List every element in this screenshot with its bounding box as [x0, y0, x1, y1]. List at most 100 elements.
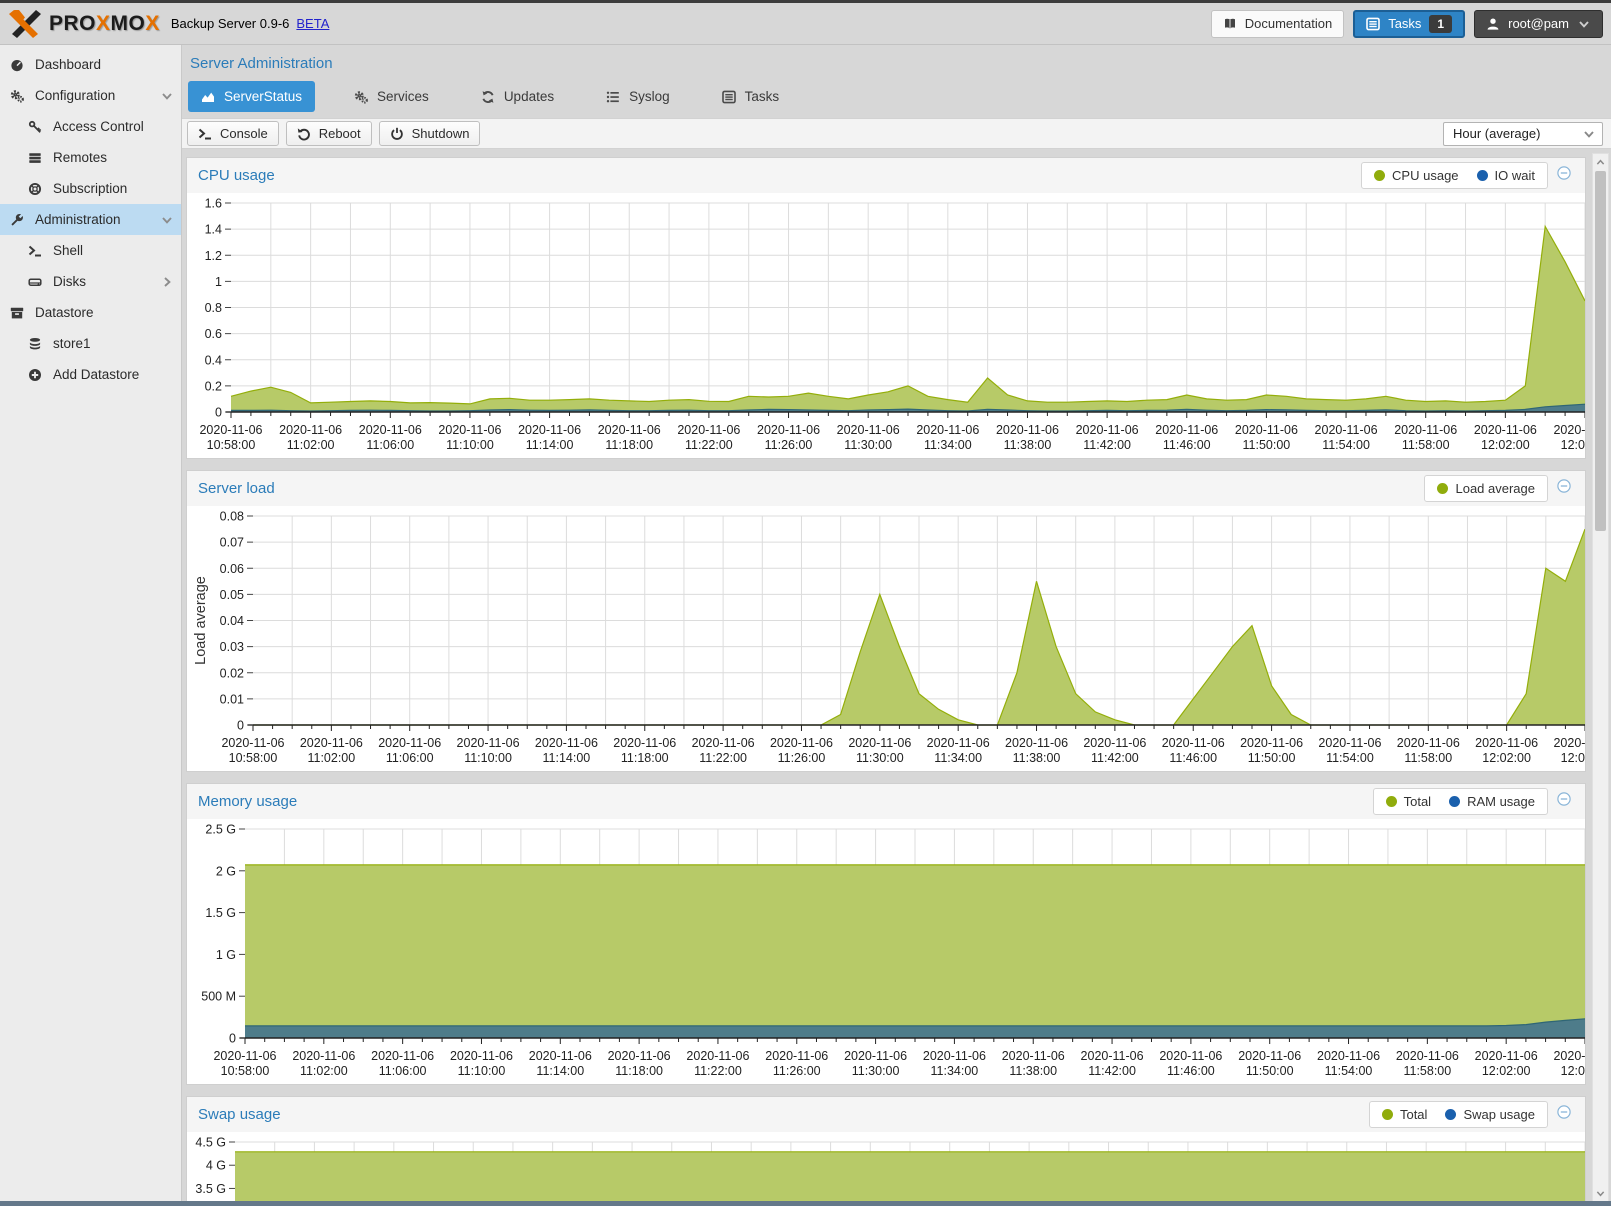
sidebar-item-remotes[interactable]: Remotes [0, 142, 181, 173]
svg-text:2020-11-06: 2020-11-06 [916, 423, 979, 437]
sidebar-item-disks[interactable]: Disks [0, 266, 181, 297]
panel-title: Server load [198, 480, 275, 497]
button-label: Reboot [318, 126, 361, 141]
svg-text:11:58:00: 11:58:00 [1404, 751, 1452, 765]
legend-item-load-average[interactable]: Load average [1437, 481, 1535, 496]
svg-text:3.5 G: 3.5 G [195, 1182, 226, 1196]
user-label: root@pam [1508, 16, 1569, 31]
svg-text:0.03: 0.03 [220, 640, 244, 654]
panel-memory-usage: Memory usage Total RAM usage 0 500 M 1 G 1.5… [186, 783, 1586, 1085]
svg-text:2020-11-06: 2020-11-06 [1553, 423, 1585, 437]
svg-text:2020-11-06: 2020-11-06 [608, 1049, 671, 1063]
svg-text:4.5 G: 4.5 G [195, 1136, 226, 1150]
console-button[interactable]: Console [187, 121, 279, 146]
legend-item-total[interactable]: Total [1381, 1107, 1427, 1122]
svg-text:2020-11-06: 2020-11-06 [300, 736, 363, 750]
svg-text:2020-11-06: 2020-11-06 [1076, 423, 1139, 437]
svg-text:2020-11-06: 2020-11-06 [1005, 736, 1068, 750]
tasks-button[interactable]: Tasks 1 [1353, 9, 1466, 38]
sidebar-item-label: store1 [53, 336, 91, 351]
svg-text:0: 0 [237, 719, 244, 733]
documentation-button[interactable]: Documentation [1210, 9, 1345, 38]
brand-letter: X [96, 11, 111, 35]
sidebar-item-subscription[interactable]: Subscription [0, 173, 181, 204]
svg-text:2020-11-06: 2020-11-06 [1396, 1049, 1459, 1063]
brand-letter: X [145, 11, 160, 35]
sidebar-item-datastore[interactable]: Datastore [0, 297, 181, 328]
svg-text:11:34:00: 11:34:00 [931, 1064, 979, 1078]
gauge-icon [10, 58, 27, 72]
legend-item-swap-usage[interactable]: Swap usage [1445, 1107, 1535, 1122]
sidebar-item-access-control[interactable]: Access Control [0, 111, 181, 142]
scroll-up-icon[interactable] [1593, 155, 1608, 170]
sidebar-item-configuration[interactable]: Configuration [0, 80, 181, 111]
svg-text:2020-11-06: 2020-11-06 [837, 423, 900, 437]
svg-text:11:34:00: 11:34:00 [934, 751, 982, 765]
beta-link[interactable]: BETA [296, 16, 330, 31]
tab-label: Updates [503, 89, 555, 104]
svg-text:11:46:00: 11:46:00 [1169, 751, 1217, 765]
svg-text:11:54:00: 11:54:00 [1326, 751, 1374, 765]
scrollbar-thumb[interactable] [1595, 171, 1606, 531]
sidebar-item-label: Remotes [53, 150, 108, 165]
collapse-panel-button[interactable] [1557, 165, 1577, 186]
svg-text:2020-11-06: 2020-11-06 [1002, 1049, 1065, 1063]
chevron-down-icon[interactable] [160, 213, 174, 227]
tab-syslog[interactable]: Syslog [593, 81, 683, 112]
user-menu-button[interactable]: root@pam [1474, 9, 1603, 38]
timeframe-select[interactable]: Hour (average) [1443, 121, 1603, 146]
svg-text:11:58:00: 11:58:00 [1403, 1064, 1451, 1078]
svg-text:2020-11-06: 2020-11-06 [686, 1049, 749, 1063]
svg-text:2020-11-06: 2020-11-06 [450, 1049, 513, 1063]
legend-item-io-wait[interactable]: IO wait [1476, 168, 1535, 183]
collapse-panel-button[interactable] [1557, 791, 1577, 812]
svg-text:2020-11-06: 2020-11-06 [535, 736, 598, 750]
svg-text:12:06:00: 12:06:00 [1561, 1064, 1585, 1078]
collapse-panel-button[interactable] [1557, 478, 1577, 499]
svg-text:2020-11-06: 2020-11-06 [438, 423, 501, 437]
archive-icon [10, 306, 27, 320]
tab-serverstatus[interactable]: ServerStatus [188, 81, 316, 112]
legend-item-cpu-usage[interactable]: CPU usage [1374, 168, 1459, 183]
svg-text:11:50:00: 11:50:00 [1248, 751, 1296, 765]
reboot-button[interactable]: Reboot [285, 121, 372, 146]
vertical-scrollbar[interactable] [1592, 153, 1609, 1203]
tab-updates[interactable]: Updates [468, 81, 567, 112]
sidebar-item-label: Disks [53, 274, 86, 289]
sidebar-item-store1[interactable]: store1 [0, 328, 181, 359]
svg-text:2020-11-06: 2020-11-06 [279, 423, 342, 437]
sidebar-item-add-datastore[interactable]: Add Datastore [0, 359, 181, 390]
shutdown-button[interactable]: Shutdown [378, 121, 481, 146]
svg-text:0: 0 [215, 406, 222, 420]
refresh-icon [481, 90, 495, 104]
chart-legend: CPU usage IO wait [1361, 162, 1548, 189]
svg-text:11:10:00: 11:10:00 [458, 1064, 506, 1078]
chevron-right-icon[interactable] [160, 275, 174, 289]
sidebar-item-shell[interactable]: Shell [0, 235, 181, 266]
sidebar-item-dashboard[interactable]: Dashboard [0, 49, 181, 80]
chevron-down-icon[interactable] [160, 89, 174, 103]
svg-text:11:26:00: 11:26:00 [773, 1064, 821, 1078]
legend-item-total[interactable]: Total [1385, 794, 1431, 809]
svg-text:2020-11-06: 2020-11-06 [598, 423, 661, 437]
legend-item-ram-usage[interactable]: RAM usage [1449, 794, 1535, 809]
button-label: Shutdown [411, 126, 470, 141]
tab-services[interactable]: Services [341, 81, 442, 112]
svg-text:0.04: 0.04 [220, 614, 244, 628]
tab-label: Services [377, 89, 429, 104]
svg-text:11:58:00: 11:58:00 [1402, 438, 1450, 452]
sidebar-item-administration[interactable]: Administration [0, 204, 181, 235]
scroll-down-icon[interactable] [1593, 1186, 1608, 1201]
window-top-edge [0, 0, 1611, 3]
svg-text:2020-11-06: 2020-11-06 [199, 423, 262, 437]
svg-text:0.01: 0.01 [220, 692, 244, 706]
svg-text:11:54:00: 11:54:00 [1322, 438, 1370, 452]
collapse-panel-button[interactable] [1557, 1104, 1577, 1125]
sidebar-item-label: Access Control [53, 119, 144, 134]
legend-label: IO wait [1494, 168, 1535, 183]
sidebar-item-label: Shell [53, 243, 84, 258]
app-header: PROXMOX Backup Server 0.9-6 BETA Documen… [0, 3, 1611, 45]
tab-tasks[interactable]: Tasks [709, 81, 793, 112]
listalt-icon [721, 90, 736, 104]
